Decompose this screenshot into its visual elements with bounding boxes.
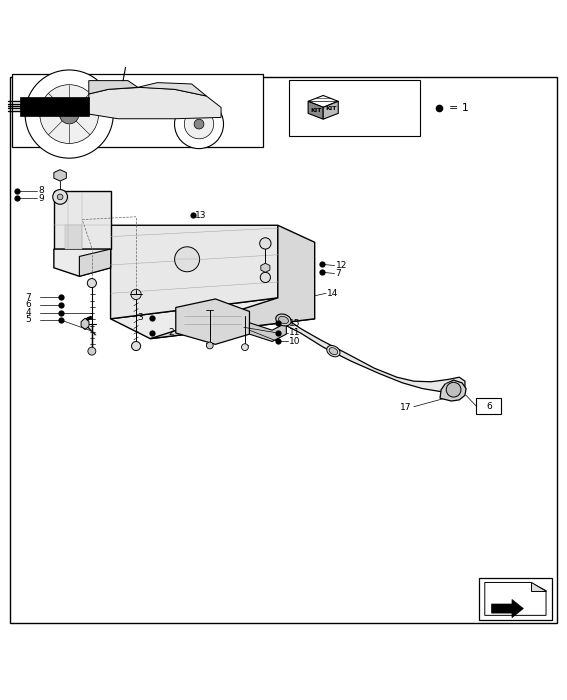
Bar: [289, 80, 420, 136]
Polygon shape: [485, 582, 546, 615]
Text: 7: 7: [26, 293, 31, 302]
Circle shape: [60, 104, 79, 124]
Text: KIT: KIT: [325, 106, 336, 111]
Ellipse shape: [329, 348, 337, 355]
Polygon shape: [176, 299, 249, 344]
Circle shape: [260, 238, 271, 249]
Polygon shape: [531, 582, 546, 591]
Text: 3: 3: [138, 313, 143, 322]
Circle shape: [242, 344, 248, 351]
Polygon shape: [65, 225, 82, 249]
Circle shape: [446, 382, 461, 397]
Polygon shape: [79, 249, 111, 276]
Bar: [12, 74, 263, 147]
Polygon shape: [308, 102, 323, 119]
Text: 13: 13: [195, 211, 206, 220]
Polygon shape: [54, 191, 111, 249]
Polygon shape: [111, 225, 278, 318]
Polygon shape: [440, 380, 466, 401]
Circle shape: [194, 119, 204, 129]
Text: 6: 6: [26, 300, 31, 309]
Text: 12: 12: [336, 261, 347, 270]
Text: 17: 17: [400, 403, 412, 412]
Polygon shape: [89, 88, 221, 119]
Ellipse shape: [276, 314, 291, 326]
Polygon shape: [54, 249, 111, 276]
Circle shape: [132, 342, 141, 351]
Circle shape: [122, 48, 134, 60]
Text: 2: 2: [168, 328, 174, 337]
Text: 7: 7: [336, 269, 341, 278]
Polygon shape: [308, 95, 338, 107]
Text: = 1: = 1: [449, 103, 469, 113]
Circle shape: [260, 272, 270, 283]
Circle shape: [53, 190, 67, 204]
Circle shape: [57, 194, 63, 199]
Bar: [476, 398, 501, 414]
Circle shape: [25, 70, 113, 158]
Polygon shape: [323, 102, 338, 119]
Text: 9: 9: [38, 193, 44, 202]
Circle shape: [131, 289, 141, 300]
Polygon shape: [138, 83, 206, 96]
Text: 14: 14: [327, 289, 338, 298]
Circle shape: [206, 342, 213, 349]
Polygon shape: [261, 263, 270, 272]
Text: 15: 15: [289, 319, 301, 328]
Bar: [479, 578, 552, 620]
Text: KIT: KIT: [310, 108, 321, 113]
Polygon shape: [20, 97, 89, 116]
Text: 11: 11: [289, 328, 301, 337]
Polygon shape: [281, 316, 465, 392]
Text: 10: 10: [289, 337, 301, 346]
Circle shape: [88, 347, 96, 355]
Circle shape: [175, 99, 223, 148]
Text: 6: 6: [486, 402, 492, 411]
Circle shape: [175, 247, 200, 272]
Polygon shape: [54, 169, 66, 181]
Polygon shape: [89, 80, 138, 94]
Ellipse shape: [327, 346, 340, 357]
Circle shape: [184, 109, 214, 139]
Ellipse shape: [278, 316, 289, 323]
Text: 5: 5: [26, 316, 31, 324]
Polygon shape: [249, 323, 286, 342]
Circle shape: [40, 85, 99, 144]
Circle shape: [87, 279, 96, 288]
Polygon shape: [150, 225, 315, 339]
Polygon shape: [492, 599, 523, 617]
Text: 4: 4: [26, 308, 31, 317]
Polygon shape: [81, 318, 89, 330]
Text: 8: 8: [38, 186, 44, 195]
Polygon shape: [111, 298, 315, 339]
